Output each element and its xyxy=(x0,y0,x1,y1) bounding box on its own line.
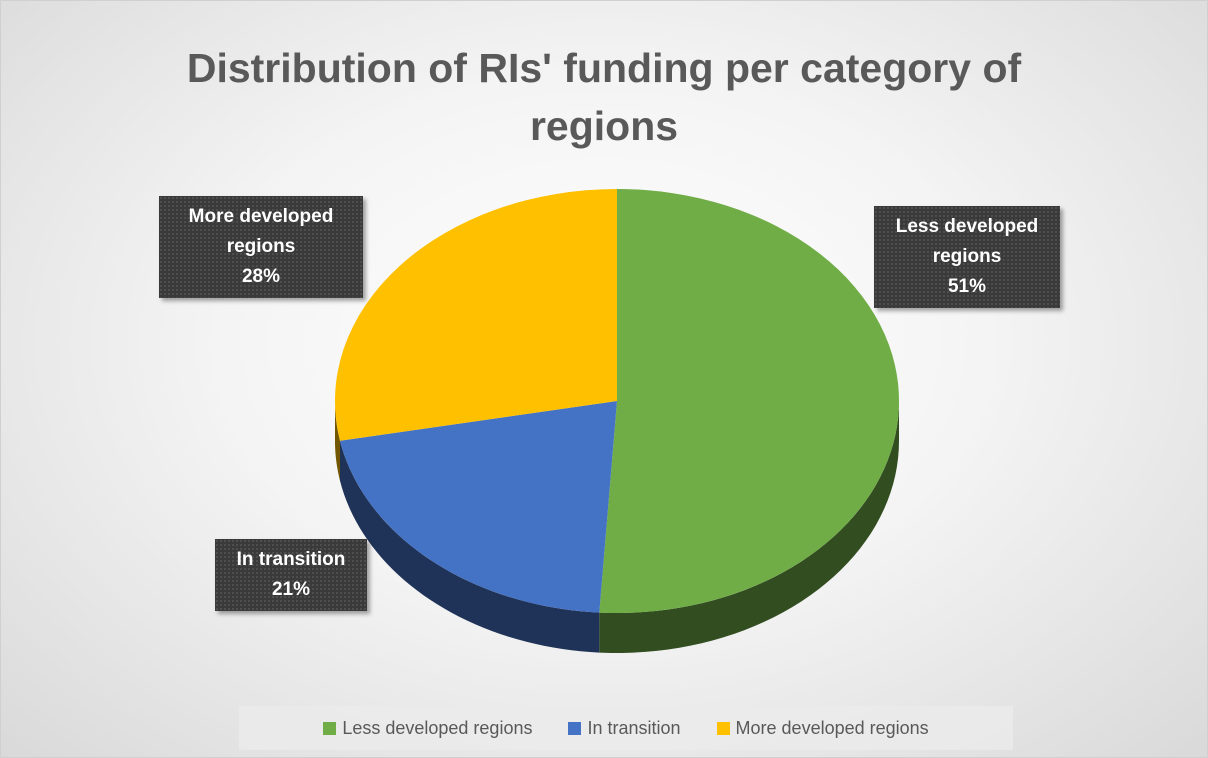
legend-label: More developed regions xyxy=(735,717,929,738)
data-label-category: Less developed regions xyxy=(895,216,1039,267)
pie-slice xyxy=(339,401,617,613)
data-label-value: 51% xyxy=(947,276,987,297)
pie-side xyxy=(339,440,600,653)
data-label-category: In transition xyxy=(236,549,346,570)
pie-side xyxy=(335,401,340,481)
data-label: Less developed regions 51% xyxy=(874,206,1060,308)
data-label: More developed regions 28% xyxy=(159,196,363,298)
data-label-category: More developed regions xyxy=(188,206,334,257)
legend-item: In transition xyxy=(568,717,681,739)
chart-title: Distribution of RIs' funding per categor… xyxy=(186,45,1022,149)
legend-label: In transition xyxy=(587,717,681,738)
legend-swatch xyxy=(323,721,337,735)
pie-slice xyxy=(334,189,617,441)
pie-side xyxy=(599,401,899,653)
pie-slice xyxy=(599,189,899,613)
data-label-value: 21% xyxy=(271,579,311,600)
legend: Less developed regions In transition More … xyxy=(239,706,1013,750)
legend-label: Less developed regions xyxy=(342,717,533,738)
legend-item: More developed regions xyxy=(716,717,929,739)
data-label: In transition 21% xyxy=(215,539,367,611)
data-label-value: 28% xyxy=(241,266,281,287)
legend-swatch xyxy=(568,721,582,735)
legend-item: Less developed regions xyxy=(323,718,532,739)
legend-swatch xyxy=(716,721,730,735)
